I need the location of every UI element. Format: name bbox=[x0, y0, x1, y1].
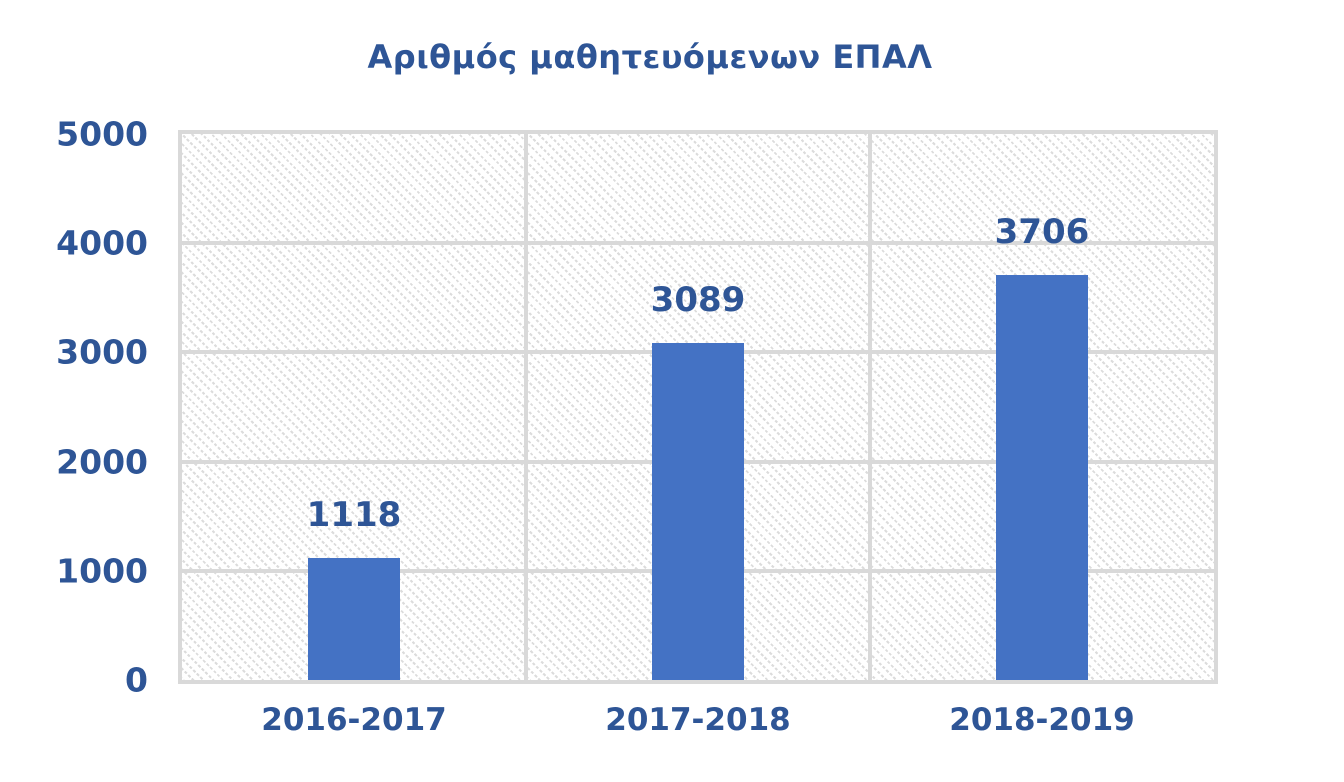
y-tick-label: 4000 bbox=[56, 223, 148, 263]
y-tick-label: 5000 bbox=[56, 114, 148, 154]
y-tick-label: 1000 bbox=[56, 551, 148, 591]
x-category-label: 2016-2017 bbox=[261, 702, 447, 738]
data-label: 3089 bbox=[650, 279, 746, 320]
bar-2018-2019 bbox=[996, 275, 1088, 680]
y-tick-label: 3000 bbox=[56, 332, 148, 372]
chart-title: Αριθμός μαθητευόμενων ΕΠΑΛ bbox=[367, 38, 933, 76]
x-category-label: 2018-2019 bbox=[949, 702, 1135, 738]
gridline-vertical bbox=[524, 134, 528, 680]
x-category-label: 2017-2018 bbox=[605, 702, 791, 738]
y-tick-label: 0 bbox=[125, 660, 148, 700]
data-label: 3706 bbox=[994, 212, 1090, 253]
gridline-vertical bbox=[868, 134, 872, 680]
bar-2017-2018 bbox=[652, 342, 744, 680]
gridline-horizontal bbox=[182, 241, 1214, 246]
y-tick-label: 2000 bbox=[56, 442, 148, 482]
bar-2016-2017 bbox=[308, 557, 400, 680]
plot-area: 1118 3089 3706 bbox=[178, 130, 1218, 684]
data-label: 1118 bbox=[306, 494, 402, 535]
